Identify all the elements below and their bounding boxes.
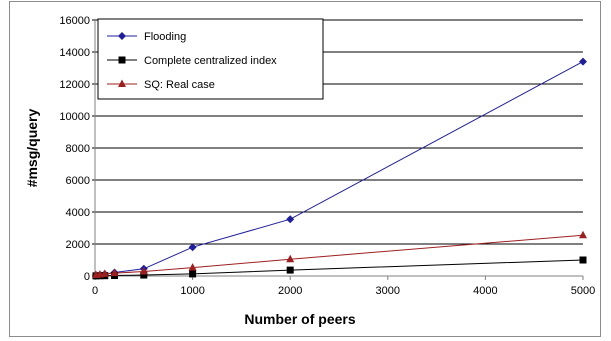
data-point-sq-real-case [100,269,109,277]
legend-label-complete-centralized-index: Complete centralized index [144,55,277,67]
y-tick-label: 0 [84,271,90,283]
x-tick-label: 2000 [278,285,302,297]
legend-marker-sq-real-case [118,79,126,87]
y-tick-label: 16000 [59,15,90,27]
y-tick-labels: 0 2000 4000 6000 8000 10000 12000 14000 16000 [59,15,90,283]
y-tick-label: 2000 [66,239,90,251]
y-tick-label: 14000 [59,47,90,59]
data-point-sq-real-case [579,230,587,239]
x-tick-labels: 0 1000 2000 3000 4000 5000 [92,285,595,297]
y-axis-title: #msg/query [24,108,40,187]
data-point-complete-centralized-index [286,266,294,274]
data-point-sq-real-case [188,263,197,271]
x-tick-label: 1000 [180,285,204,297]
legend: Flooding Complete centralized index SQ: Re… [97,18,324,100]
x-axis-title: Number of peers [244,311,355,327]
x-tick-label: 5000 [571,285,595,297]
legend-box [97,18,324,100]
series-group [91,57,587,280]
data-point-complete-centralized-index [579,256,587,264]
legend-marker-complete-centralized-index [118,56,126,64]
data-point-complete-centralized-index [140,271,148,279]
series-line-complete-centralized-index [95,259,584,277]
x-tick-label: 3000 [376,285,400,297]
x-tick-label: 0 [92,285,98,297]
chart-frame: 0 2000 4000 6000 8000 10000 12000 14000 16000 0 1… [9,1,601,337]
y-tick-label: 4000 [66,207,90,219]
y-tick-label: 8000 [66,143,90,155]
y-tick-label: 10000 [59,111,90,123]
series-line-sq-real-case [95,234,584,276]
data-point-sq-real-case [139,267,148,275]
y-tick-label: 12000 [59,79,90,91]
data-point-flooding [286,215,295,224]
legend-label-flooding: Flooding [144,31,186,43]
data-point-sq-real-case [286,254,295,263]
line-chart: 0 2000 4000 6000 8000 10000 12000 14000 16000 0 1… [24,15,595,327]
legend-label-sq-real-case: SQ: Real case [144,79,215,91]
data-point-complete-centralized-index [189,270,197,278]
y-tick-label: 6000 [66,175,90,187]
data-point-sq-real-case [110,268,119,277]
data-point-flooding [188,243,197,252]
legend-marker-flooding [118,32,126,40]
x-tick-label: 4000 [473,285,497,297]
data-point-flooding [579,57,587,66]
